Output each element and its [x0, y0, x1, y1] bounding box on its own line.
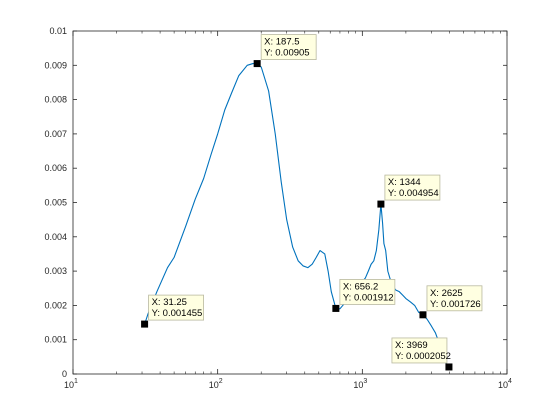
datatip-marker [419, 311, 427, 319]
x-tick-label-exponent: 4 [508, 378, 512, 385]
series-layer [144, 63, 450, 368]
x-tick-label: 104 [498, 378, 512, 390]
datatip: X: 187.5Y: 0.00905 [253, 34, 317, 68]
x-tick-label-exponent: 2 [219, 378, 223, 385]
datatip: X: 31.25Y: 0.001455 [141, 294, 204, 328]
datatip-box [260, 34, 317, 60]
datatip-y-label: Y: 0.004954 [388, 188, 439, 199]
x-tick-label-exponent: 3 [363, 378, 367, 385]
datatip: X: 656.2Y: 0.001912 [332, 279, 396, 312]
y-tick-label: 0.004 [44, 232, 67, 242]
datatip-marker [377, 200, 385, 208]
datatip-marker [253, 60, 261, 68]
datatip-box [391, 337, 448, 364]
y-tick-label: 0.002 [44, 300, 67, 310]
datatip-box [339, 279, 396, 305]
y-tick-label: 0 [62, 369, 67, 379]
y-tick-label: 0.006 [44, 163, 67, 173]
datatip-marker [141, 320, 149, 328]
datatip-y-label: Y: 0.001455 [152, 308, 203, 319]
datatip-box [148, 294, 204, 321]
series-line [144, 63, 450, 368]
datatip-y-label: Y: 0.0002052 [395, 351, 451, 362]
x-tick-label-exponent: 1 [74, 378, 78, 385]
datatip-marker [445, 363, 453, 371]
x-tick-label: 101 [64, 378, 78, 390]
x-tick-label: 103 [353, 378, 367, 390]
x-tick-label-base: 10 [353, 380, 363, 390]
datatip-x-label: X: 187.5 [264, 37, 299, 48]
y-tick-label: 0.003 [44, 266, 67, 276]
plot-area-box [72, 30, 508, 375]
y-tick-label: 0.01 [49, 26, 67, 36]
datatip-y-label: Y: 0.001912 [343, 292, 394, 303]
datatip-box [384, 174, 441, 201]
x-tick-label-base: 10 [209, 380, 219, 390]
y-tick-label: 0.001 [44, 335, 67, 345]
datatip-x-label: X: 656.2 [343, 281, 378, 292]
x-tick-label-base: 10 [64, 380, 74, 390]
y-tick-label: 0.007 [44, 129, 67, 139]
datatip-y-label: Y: 0.00905 [264, 48, 309, 59]
datatip-x-label: X: 31.25 [152, 297, 187, 308]
x-tick-label-base: 10 [498, 380, 508, 390]
datatip-marker [332, 304, 340, 312]
datatip-y-label: Y: 0.001726 [430, 299, 481, 310]
y-tick-label: 0.005 [44, 198, 67, 208]
y-tick-label: 0.009 [44, 60, 67, 70]
datatip-box [426, 285, 483, 312]
y-tick-label: 0.008 [44, 95, 67, 105]
x-tick-label: 102 [209, 378, 223, 390]
datatip-x-label: X: 3969 [395, 340, 428, 351]
datatip-x-label: X: 2625 [430, 288, 463, 299]
axes: 0 0.001 0.002 0.003 0.004 0.005 0.006 0.007 0.00… [44, 26, 512, 390]
datatip-x-label: X: 1344 [388, 177, 421, 188]
